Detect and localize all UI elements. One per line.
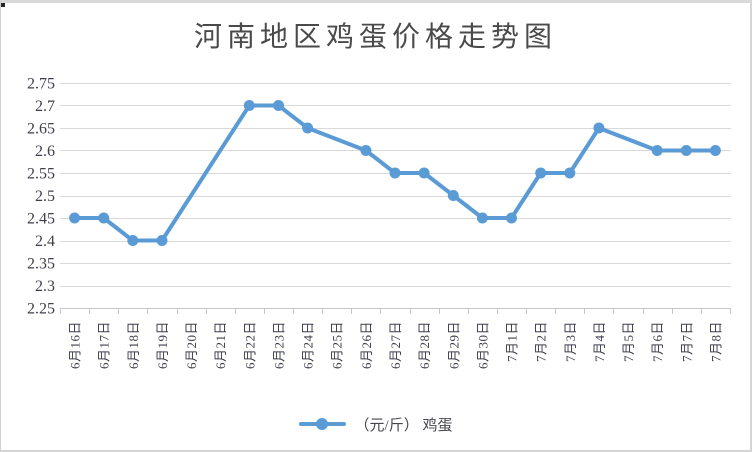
x-axis-label: 7月8日: [708, 321, 723, 362]
y-axis-label: 2.45: [27, 211, 55, 228]
x-axis-label: 7月7日: [679, 321, 694, 362]
x-axis-label: 6月25日: [330, 321, 345, 369]
data-point-marker: [69, 212, 81, 224]
data-point-marker: [476, 212, 488, 224]
x-axis-label: 7月3日: [563, 321, 578, 362]
y-axis-label: 2.3: [35, 278, 55, 295]
x-axis-label: 6月29日: [446, 321, 461, 369]
data-point-marker: [651, 145, 663, 156]
data-point-marker: [506, 212, 517, 224]
data-point-marker: [447, 190, 459, 201]
x-axis-label: 6月16日: [68, 321, 83, 369]
x-axis-label: 6月20日: [184, 321, 199, 369]
data-point-marker: [302, 122, 314, 134]
plot-area: 2.25 2.3 2.35 2.4 2.45 2.5 2.55 2.6 2.65 2.7 2.75 6…: [27, 76, 731, 369]
x-axis-label: 6月30日: [475, 321, 490, 369]
x-axis-label: 7月2日: [534, 321, 549, 362]
data-point-marker: [127, 235, 139, 246]
y-axis-label: 2.65: [27, 121, 55, 138]
y-axis-label: 2.25: [27, 301, 55, 318]
data-point-marker: [709, 145, 721, 156]
data-point-marker: [273, 100, 284, 111]
legend-line-marker-icon: [298, 418, 346, 430]
y-axis-label: 2.4: [35, 233, 55, 250]
x-axis-label: 6月21日: [213, 321, 228, 369]
data-point-marker: [418, 167, 430, 179]
x-axis-label: 6月23日: [271, 321, 286, 369]
y-axis-label: 2.7: [35, 98, 55, 115]
x-axis-label: 6月22日: [242, 321, 257, 369]
x-axis-label: 6月26日: [359, 321, 374, 369]
y-axis-label: 2.75: [27, 76, 55, 93]
x-axis-label: 7月5日: [621, 321, 636, 362]
x-axis-label: 6月28日: [417, 321, 432, 369]
data-point-marker: [98, 212, 110, 224]
x-axis-label: 6月17日: [97, 321, 112, 369]
data-point-marker: [156, 235, 168, 246]
y-axis-label: 2.6: [35, 143, 55, 160]
legend: （元/斤） 鸡蛋: [1, 414, 750, 434]
y-axis-label: 2.35: [27, 256, 55, 273]
x-axis-label: 6月27日: [388, 321, 403, 369]
x-axis-label: 6月18日: [126, 321, 141, 369]
data-point-marker: [680, 145, 692, 156]
x-axis-label: 7月4日: [592, 321, 607, 362]
legend-series-label: （元/斤） 鸡蛋: [354, 417, 453, 434]
data-point-marker: [593, 122, 605, 134]
data-point-marker: [535, 167, 547, 179]
data-point-marker: [243, 100, 255, 111]
y-axis-label: 2.5: [35, 188, 55, 205]
y-axis-label: 2.55: [27, 166, 55, 183]
data-point-marker: [360, 145, 372, 156]
corner-artifact: [1, 3, 5, 7]
x-axis-label: 6月24日: [301, 321, 316, 369]
chart-title: 河南地区鸡蛋价格走势图: [193, 22, 557, 53]
x-axis-label: 7月1日: [505, 321, 520, 362]
legend-dot-icon: [316, 418, 329, 430]
x-axis-label: 6月19日: [155, 321, 170, 369]
data-point-marker: [564, 167, 576, 179]
x-axis-label: 7月6日: [650, 321, 665, 362]
data-point-marker: [389, 167, 401, 179]
